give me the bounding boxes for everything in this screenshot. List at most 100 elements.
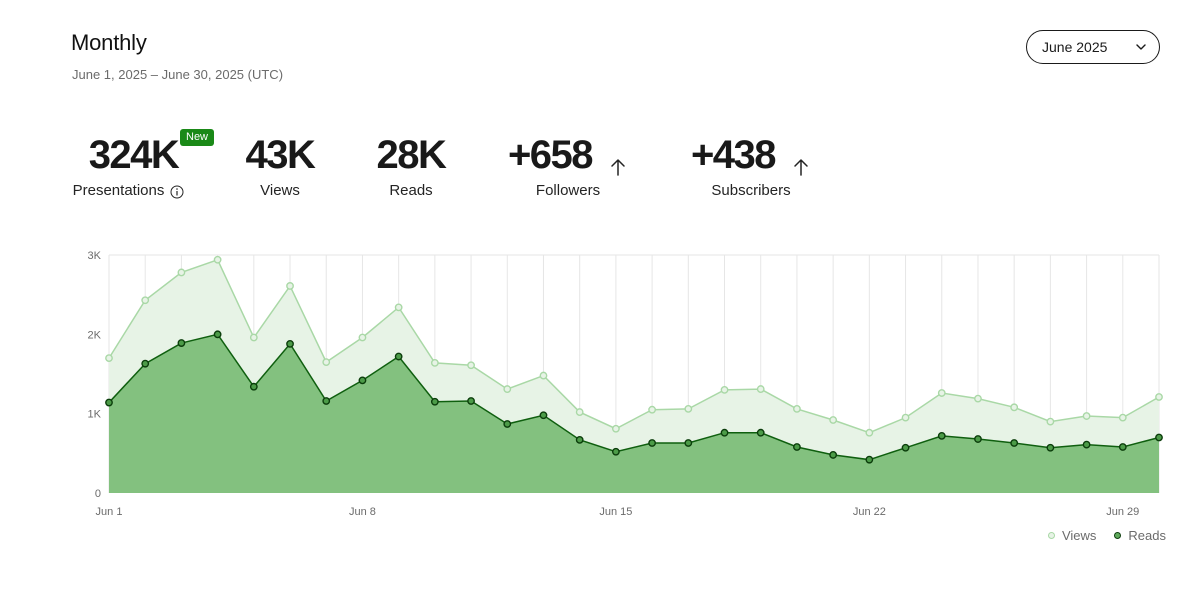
reads-point [829, 451, 838, 459]
y-tick-label: 3K [88, 250, 102, 262]
x-tick-label: Jun 29 [1106, 506, 1139, 518]
reads-point [901, 443, 910, 452]
views-point [937, 389, 946, 397]
views-point [467, 361, 475, 370]
reads-point [322, 397, 331, 405]
x-tick-label: Jun 1 [96, 506, 123, 518]
stat-followers-value: +658 [507, 133, 594, 177]
chevron-down-icon [1135, 41, 1147, 53]
views-point [756, 385, 765, 393]
reads-point [974, 435, 982, 443]
views-point [720, 385, 729, 394]
views-point [1046, 417, 1055, 426]
stat-subscribers-label: Subscribers [711, 182, 791, 199]
reads-point [105, 398, 113, 407]
reads-point [1046, 443, 1055, 452]
chart-areas [108, 258, 1160, 493]
views-point [394, 303, 403, 312]
views-point [829, 416, 838, 424]
views-point [1155, 393, 1163, 401]
reads-point [430, 397, 439, 406]
stat-views-value: 43K [245, 133, 316, 177]
new-badge: New [180, 129, 215, 146]
views-point [213, 255, 222, 264]
reads-point [141, 359, 150, 368]
views-point [974, 394, 982, 403]
reads-point [793, 443, 801, 451]
chart-axis-labels: 0 1K 2K 3K Jun 1 Jun 8 Jun 15 Jun 22 Jun 29 [88, 250, 1140, 518]
chart-marks [105, 255, 1163, 464]
views-point [1010, 403, 1019, 412]
stat-subscribers-value: +438 [690, 133, 777, 177]
legend-views-label: Views [1061, 528, 1097, 543]
views-point [611, 424, 620, 433]
period-select[interactable]: June 2025 [1026, 30, 1160, 64]
reads-point [1155, 433, 1163, 442]
legend-views[interactable]: Views [1047, 528, 1097, 543]
stat-views-label: Views [260, 182, 300, 199]
stat-presentations-value: 324K [88, 133, 180, 177]
stat-presentations: 324K Presentations [71, 132, 186, 200]
reads-point [467, 397, 475, 405]
legend-reads[interactable]: Reads [1114, 528, 1166, 543]
info-icon[interactable] [170, 185, 184, 199]
arrow-up-icon [610, 141, 626, 176]
period-select-value: June 2025 [1042, 39, 1108, 55]
stat-followers-label: Followers [535, 182, 601, 199]
reads-point [937, 431, 946, 440]
views-point [105, 354, 113, 363]
page-title: Monthly [71, 30, 147, 55]
reads-point [177, 339, 186, 347]
stat-views: 43K Views [240, 132, 320, 200]
stat-reads: 28K Reads [371, 132, 451, 200]
views-point [322, 358, 331, 366]
stat-followers-value-row: +658 [508, 132, 626, 178]
x-tick-label: Jun 22 [853, 506, 886, 518]
reads-point [611, 447, 620, 456]
reads-point [286, 339, 294, 348]
stat-subscribers: +438 Subscribers [688, 132, 812, 200]
reads-point [358, 376, 367, 385]
stat-reads-value: 28K [376, 133, 447, 177]
views-point [177, 268, 186, 277]
views-point [901, 413, 910, 422]
stat-reads-label: Reads [389, 182, 433, 199]
reads-point [1082, 440, 1091, 449]
stat-subscribers-value-row: +438 [691, 132, 809, 178]
legend-views-swatch [1047, 532, 1055, 539]
stat-presentations-label-row: Presentations [73, 182, 185, 199]
date-range: June 1, 2025 – June 30, 2025 (UTC) [72, 67, 284, 82]
stat-presentations-label: Presentations [72, 182, 165, 199]
views-point [865, 428, 874, 437]
reads-point [249, 382, 258, 391]
reads-point [503, 420, 512, 428]
views-line [108, 258, 1160, 434]
views-point [503, 385, 512, 393]
chart-legend: Views Reads [1047, 528, 1166, 543]
legend-reads-swatch [1114, 532, 1122, 539]
reads-point [648, 439, 657, 447]
x-tick-label: Jun 15 [599, 506, 632, 518]
views-point [430, 358, 439, 367]
reads-point [1118, 443, 1127, 451]
reads-point [865, 455, 874, 464]
legend-reads-label: Reads [1128, 528, 1166, 543]
stat-followers: +658 Followers [505, 132, 629, 200]
views-point [575, 408, 584, 416]
views-point [358, 333, 367, 342]
reads-point [720, 428, 729, 437]
reads-point [575, 435, 584, 444]
y-tick-label: 0 [95, 488, 101, 500]
reads-point [539, 411, 548, 420]
reads-point [684, 439, 693, 447]
views-point [286, 282, 294, 290]
views-point [1118, 413, 1127, 422]
views-point [539, 371, 548, 380]
x-tick-label: Jun 8 [349, 506, 376, 518]
views-point [141, 296, 150, 305]
views-point [249, 333, 258, 342]
arrow-up-icon [793, 141, 809, 176]
reads-point [1010, 439, 1019, 447]
